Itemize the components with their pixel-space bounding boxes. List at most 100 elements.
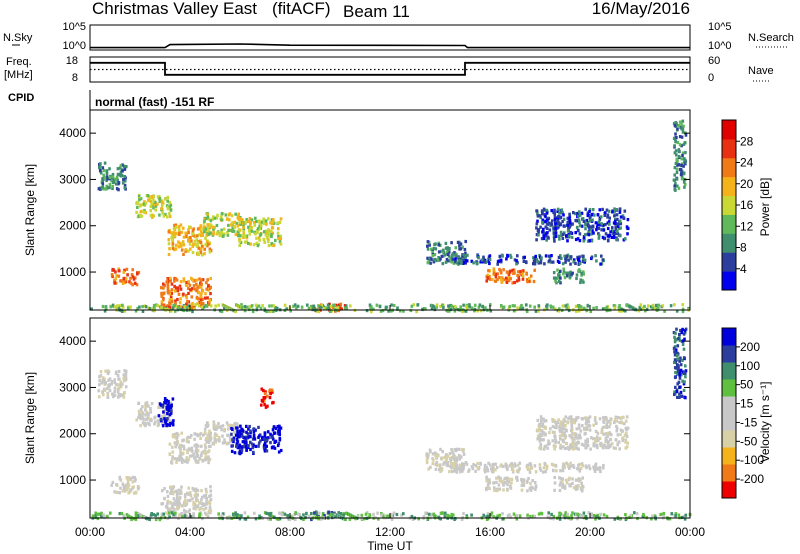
- echo-cell: [183, 514, 187, 518]
- echo-cell: [544, 215, 547, 219]
- echo-cell: [595, 435, 599, 439]
- echo-cell: [134, 309, 138, 313]
- echo-cell: [239, 429, 242, 433]
- echo-cell: [122, 513, 125, 517]
- echo-cell: [601, 446, 605, 450]
- echo-cell: [135, 283, 139, 287]
- echo-cell: [614, 231, 618, 235]
- echo-cell: [182, 444, 186, 449]
- echo-cell: [473, 309, 476, 313]
- echo-cell: [141, 309, 145, 313]
- echo-cell: [613, 209, 616, 213]
- echo-cell: [235, 515, 239, 519]
- echo-cell: [540, 237, 544, 241]
- echo-cell: [502, 464, 505, 468]
- echo-cell: [449, 303, 452, 308]
- echo-cell: [506, 271, 510, 275]
- echo-cell: [616, 222, 619, 226]
- echo-cell: [626, 426, 630, 430]
- echo-cell: [493, 488, 496, 493]
- echo-cell: [170, 460, 173, 464]
- echo-cell: [615, 213, 619, 217]
- echo-cell: [521, 269, 525, 273]
- echo-cell: [313, 511, 316, 515]
- echo-cell: [302, 517, 305, 521]
- echo-cell: [678, 372, 682, 376]
- echo-cell: [683, 185, 686, 189]
- echo-cell: [518, 461, 522, 465]
- echo-cell: [557, 255, 561, 259]
- echo-cell: [171, 435, 175, 439]
- echo-cell: [647, 304, 650, 308]
- echo-cell: [195, 289, 198, 293]
- echo-cell: [166, 490, 169, 494]
- echo-cell: [439, 467, 442, 471]
- echo-cell: [574, 444, 578, 448]
- echo-cell: [238, 239, 242, 243]
- echo-cell: [237, 212, 240, 216]
- echo-cell: [448, 247, 451, 251]
- echo-cell: [559, 512, 563, 516]
- echo-cell: [111, 184, 114, 188]
- echo-cell: [673, 390, 676, 394]
- echo-cell: [267, 243, 271, 248]
- echo-cell: [681, 327, 684, 331]
- echo-cell: [578, 239, 582, 243]
- echo-cell: [368, 513, 372, 517]
- echo-cell: [569, 444, 572, 448]
- echo-cell: [459, 305, 462, 309]
- echo-cell: [564, 257, 568, 262]
- echo-cell: [376, 511, 379, 515]
- echo-cell: [207, 300, 211, 304]
- echo-cell: [143, 210, 146, 214]
- echo-cell: [240, 446, 244, 450]
- echo-cell: [678, 332, 681, 337]
- echo-cell: [315, 513, 319, 518]
- echo-cell: [539, 258, 543, 262]
- echo-cell: [624, 431, 628, 436]
- echo-cell: [102, 513, 105, 517]
- echo-cell: [433, 253, 437, 257]
- echo-cell: [168, 247, 171, 251]
- echo-cell: [682, 388, 686, 392]
- echo-cell: [572, 211, 575, 215]
- echo-cell: [186, 451, 189, 455]
- echo-cell: [272, 218, 275, 222]
- colorbar-tick-label: -100: [740, 453, 764, 467]
- echo-cell: [226, 217, 229, 221]
- echo-cell: [562, 213, 565, 217]
- echo-cell: [673, 151, 677, 155]
- echo-cell: [178, 284, 182, 288]
- echo-cell: [199, 229, 203, 233]
- echo-cell: [522, 481, 525, 485]
- echo-cell: [624, 446, 628, 450]
- echo-cell: [117, 386, 121, 391]
- echo-cell: [362, 517, 366, 521]
- echo-cell: [119, 174, 123, 178]
- echo-cell: [196, 234, 199, 238]
- echo-cell: [130, 517, 133, 522]
- echo-cell: [148, 307, 152, 311]
- echo-cell: [484, 306, 487, 310]
- echo-cell: [121, 489, 125, 493]
- echo-cell: [443, 253, 447, 257]
- echo-cell: [204, 452, 208, 456]
- echo-cell: [158, 197, 162, 201]
- echo-cell: [674, 135, 678, 140]
- echo-cell: [677, 366, 680, 370]
- echo-cell: [151, 215, 154, 219]
- echo-cell: [269, 511, 273, 516]
- echo-cell: [204, 236, 207, 240]
- echo-cell: [234, 212, 237, 216]
- echo-cell: [263, 403, 266, 407]
- echo-cell: [579, 478, 582, 482]
- echo-cell: [205, 281, 208, 285]
- echo-cell: [226, 433, 229, 437]
- echo-cell: [176, 458, 179, 462]
- echo-cell: [604, 432, 608, 436]
- echo-cell: [623, 209, 627, 213]
- echo-cell: [601, 307, 605, 311]
- echo-cell: [390, 513, 393, 517]
- echo-cell: [168, 511, 171, 515]
- echo-cell: [145, 517, 149, 521]
